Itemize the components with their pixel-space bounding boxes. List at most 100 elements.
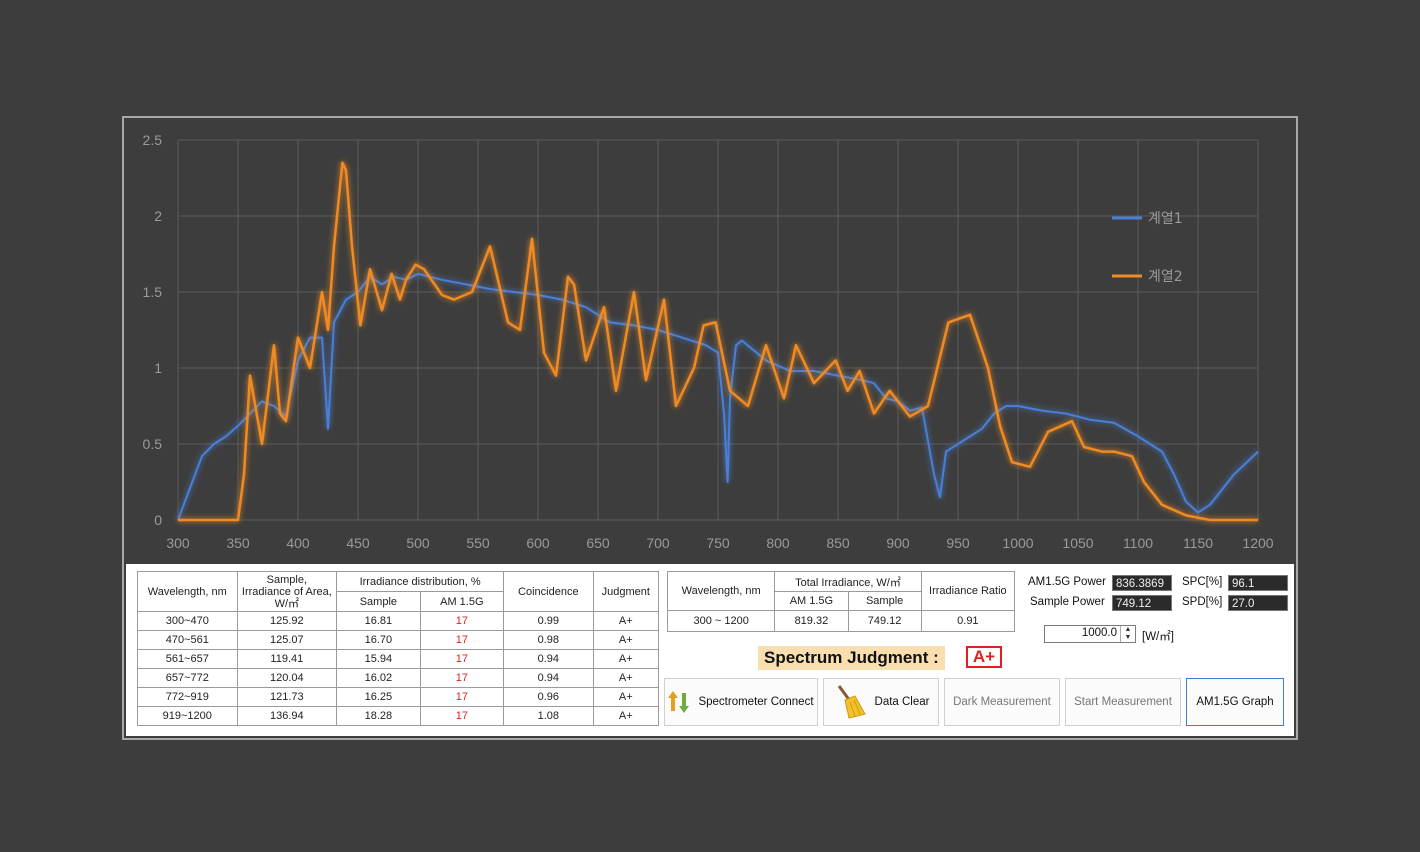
cell-coincidence: 0.96 — [503, 687, 594, 707]
cell-sample: 18.28 — [336, 706, 421, 726]
sample-power-label: Sample Power — [1030, 596, 1105, 608]
am15g-graph-label: AM1.5G Graph — [1196, 696, 1274, 708]
results-panel: Wavelength, nm Sample, Irradiance of Are… — [126, 564, 1294, 736]
x-tick-label: 500 — [406, 535, 430, 551]
cell-coincidence: 0.98 — [503, 630, 594, 650]
cell-sample: 16.70 — [336, 630, 421, 650]
table-row: 470~561 125.07 16.70 17 0.98 A+ — [137, 630, 660, 650]
cell-am15g: 17 — [419, 668, 505, 688]
start-measurement-button[interactable]: Start Measurement — [1065, 678, 1181, 726]
col-header-wavelength: Wavelength, nm — [137, 571, 238, 612]
start-measurement-label: Start Measurement — [1074, 696, 1172, 708]
x-tick-label: 1150 — [1183, 535, 1213, 551]
power-setting-value[interactable]: 1000.0 — [1081, 627, 1117, 639]
total-ratio: 0.91 — [920, 610, 1016, 632]
table-row: 772~919 121.73 16.25 17 0.96 A+ — [137, 687, 660, 707]
dark-measurement-button[interactable]: Dark Measurement — [944, 678, 1060, 726]
cell-judgment: A+ — [592, 687, 660, 707]
col-header-sample: Sample — [336, 591, 421, 612]
cell-am15g: 17 — [419, 687, 505, 707]
cell-wavelength: 919~1200 — [137, 706, 238, 726]
data-clear-button[interactable]: Data Clear — [823, 678, 939, 726]
x-tick-label: 450 — [346, 535, 370, 551]
cell-sample: 16.02 — [336, 668, 421, 688]
x-tick-label: 300 — [166, 535, 190, 551]
total-header-total: Total Irradiance, W/㎡ — [774, 571, 922, 592]
x-tick-label: 550 — [466, 535, 490, 551]
cell-judgment: A+ — [592, 649, 660, 669]
legend-label-1: 계열1 — [1148, 211, 1183, 227]
cell-sample-irradiance: 125.07 — [236, 630, 338, 650]
x-tick-label: 350 — [226, 535, 250, 551]
col-header-am15g: AM 1.5G — [419, 591, 505, 612]
y-tick-label: 1 — [154, 360, 162, 376]
app-window: 300 350 400 450 500 550 600 650 700 750 800 850 900 9… — [122, 116, 1298, 740]
am15g-graph-button[interactable]: AM1.5G Graph — [1186, 678, 1284, 726]
col-header-coincidence: Coincidence — [503, 571, 594, 612]
y-tick-label: 1.5 — [143, 284, 163, 300]
dark-measurement-label: Dark Measurement — [953, 696, 1051, 708]
total-sample: 749.12 — [847, 610, 922, 632]
x-tick-label: 800 — [766, 535, 790, 551]
x-tick-label: 700 — [646, 535, 670, 551]
sample-power-value: 749.12 — [1112, 595, 1172, 611]
x-tick-label: 400 — [286, 535, 310, 551]
col-header-sample-irradiance: Sample, Irradiance of Area, W/㎡ — [236, 571, 338, 612]
x-tick-label: 1200 — [1242, 535, 1273, 551]
power-setting-spinner[interactable]: 1000.0 ▲ ▼ — [1044, 625, 1136, 643]
spectrometer-connect-label: Spectrometer Connect — [698, 696, 814, 708]
cell-wavelength: 561~657 — [137, 649, 238, 669]
x-tick-label: 1100 — [1123, 535, 1153, 551]
spc-value: 96.1 — [1228, 575, 1288, 591]
table-row: 561~657 119.41 15.94 17 0.94 A+ — [137, 649, 660, 669]
cell-wavelength: 657~772 — [137, 668, 238, 688]
x-tick-label: 900 — [886, 535, 910, 551]
table-row: 657~772 120.04 16.02 17 0.94 A+ — [137, 668, 660, 688]
total-irradiance-table: Wavelength, nm Total Irradiance, W/㎡ Irr… — [666, 571, 1016, 632]
spectrum-judgment-value: A+ — [966, 646, 1002, 668]
x-tick-label: 750 — [706, 535, 730, 551]
total-header-am15g: AM 1.5G — [774, 591, 849, 611]
total-header-sample: Sample — [847, 591, 922, 611]
spectrum-chart: 300 350 400 450 500 550 600 650 700 750 800 850 900 9… — [143, 132, 1274, 551]
cell-sample-irradiance: 136.94 — [236, 706, 338, 726]
x-tick-label: 600 — [526, 535, 550, 551]
cell-coincidence: 0.94 — [503, 668, 594, 688]
cell-wavelength: 772~919 — [137, 687, 238, 707]
col-header-judgment: Judgment — [592, 571, 660, 612]
cell-wavelength: 470~561 — [137, 630, 238, 650]
cell-sample: 15.94 — [336, 649, 421, 669]
spinner-arrows-icon[interactable]: ▲ ▼ — [1120, 626, 1135, 642]
total-header-wavelength: Wavelength, nm — [666, 571, 776, 611]
cell-sample-irradiance: 121.73 — [236, 687, 338, 707]
x-tick-label: 850 — [826, 535, 850, 551]
series-line-2 — [178, 161, 1258, 522]
am-power-label: AM1.5G Power — [1028, 576, 1106, 588]
cell-am15g: 17 — [419, 649, 505, 669]
spd-value: 27.0 — [1228, 595, 1288, 611]
cell-sample: 16.81 — [336, 611, 421, 631]
legend-label-2: 계열2 — [1148, 269, 1183, 285]
col-header-irradiance-distribution: Irradiance distribution, % — [336, 571, 505, 592]
cell-judgment: A+ — [592, 706, 660, 726]
x-tick-label: 1050 — [1062, 535, 1093, 551]
cell-coincidence: 1.08 — [503, 706, 594, 726]
cell-wavelength: 300~470 — [137, 611, 238, 631]
y-tick-label: 0 — [154, 512, 162, 528]
x-tick-label: 1000 — [1002, 535, 1033, 551]
power-unit-label: [W/㎡] — [1142, 631, 1174, 643]
spd-label: SPD[%] — [1182, 596, 1223, 608]
cell-judgment: A+ — [592, 630, 660, 650]
cell-coincidence: 0.99 — [503, 611, 594, 631]
y-tick-label: 2 — [154, 208, 162, 224]
total-am15g: 819.32 — [774, 610, 849, 632]
cell-am15g: 17 — [419, 630, 505, 650]
spectrometer-connect-button[interactable]: Spectrometer Connect — [664, 678, 818, 726]
spc-label: SPC[%] — [1182, 576, 1223, 588]
cell-sample-irradiance: 125.92 — [236, 611, 338, 631]
data-clear-label: Data Clear — [874, 696, 930, 708]
table-row: 919~1200 136.94 18.28 17 1.08 A+ — [137, 706, 660, 726]
x-tick-label: 650 — [586, 535, 610, 551]
total-header-ratio: Irradiance Ratio — [920, 571, 1016, 611]
table-row: 300~470 125.92 16.81 17 0.99 A+ — [137, 611, 660, 631]
